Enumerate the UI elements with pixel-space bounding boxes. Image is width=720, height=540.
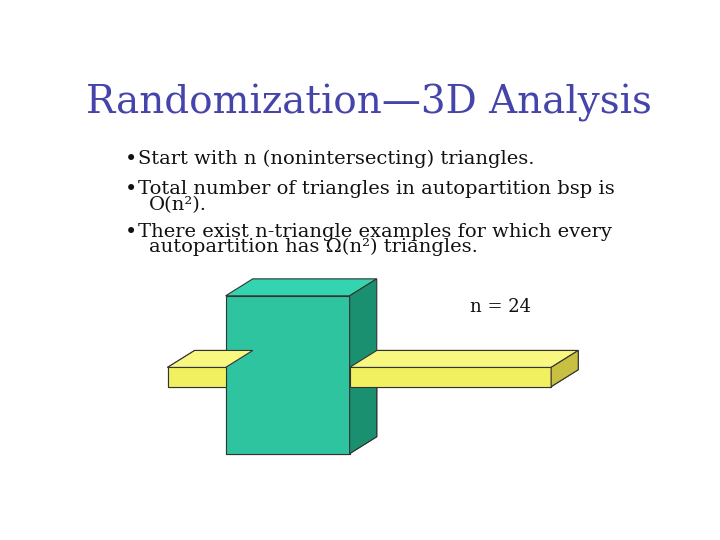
Text: Randomization—3D Analysis: Randomization—3D Analysis [86,84,652,122]
Text: Start with n (nonintersecting) triangles.: Start with n (nonintersecting) triangles… [138,150,534,168]
Polygon shape [551,350,578,387]
Polygon shape [350,279,377,454]
Text: O(n²).: O(n²). [149,195,207,214]
Polygon shape [350,370,377,454]
Polygon shape [551,350,578,387]
Polygon shape [350,350,578,367]
Text: autopartition has Ω(n²) triangles.: autopartition has Ω(n²) triangles. [149,238,478,256]
Text: •: • [125,222,137,241]
Text: Total number of triangles in autopartition bsp is: Total number of triangles in autopartiti… [138,180,615,198]
Polygon shape [168,367,225,387]
Polygon shape [225,387,350,454]
Text: There exist n-triangle examples for which every: There exist n-triangle examples for whic… [138,222,612,241]
Polygon shape [225,296,350,454]
Text: •: • [125,150,137,168]
Polygon shape [168,350,253,367]
Text: n = 24: n = 24 [469,298,531,316]
Polygon shape [168,367,551,387]
Polygon shape [350,367,551,387]
Text: •: • [125,180,137,199]
Polygon shape [225,279,377,296]
Polygon shape [168,350,578,367]
